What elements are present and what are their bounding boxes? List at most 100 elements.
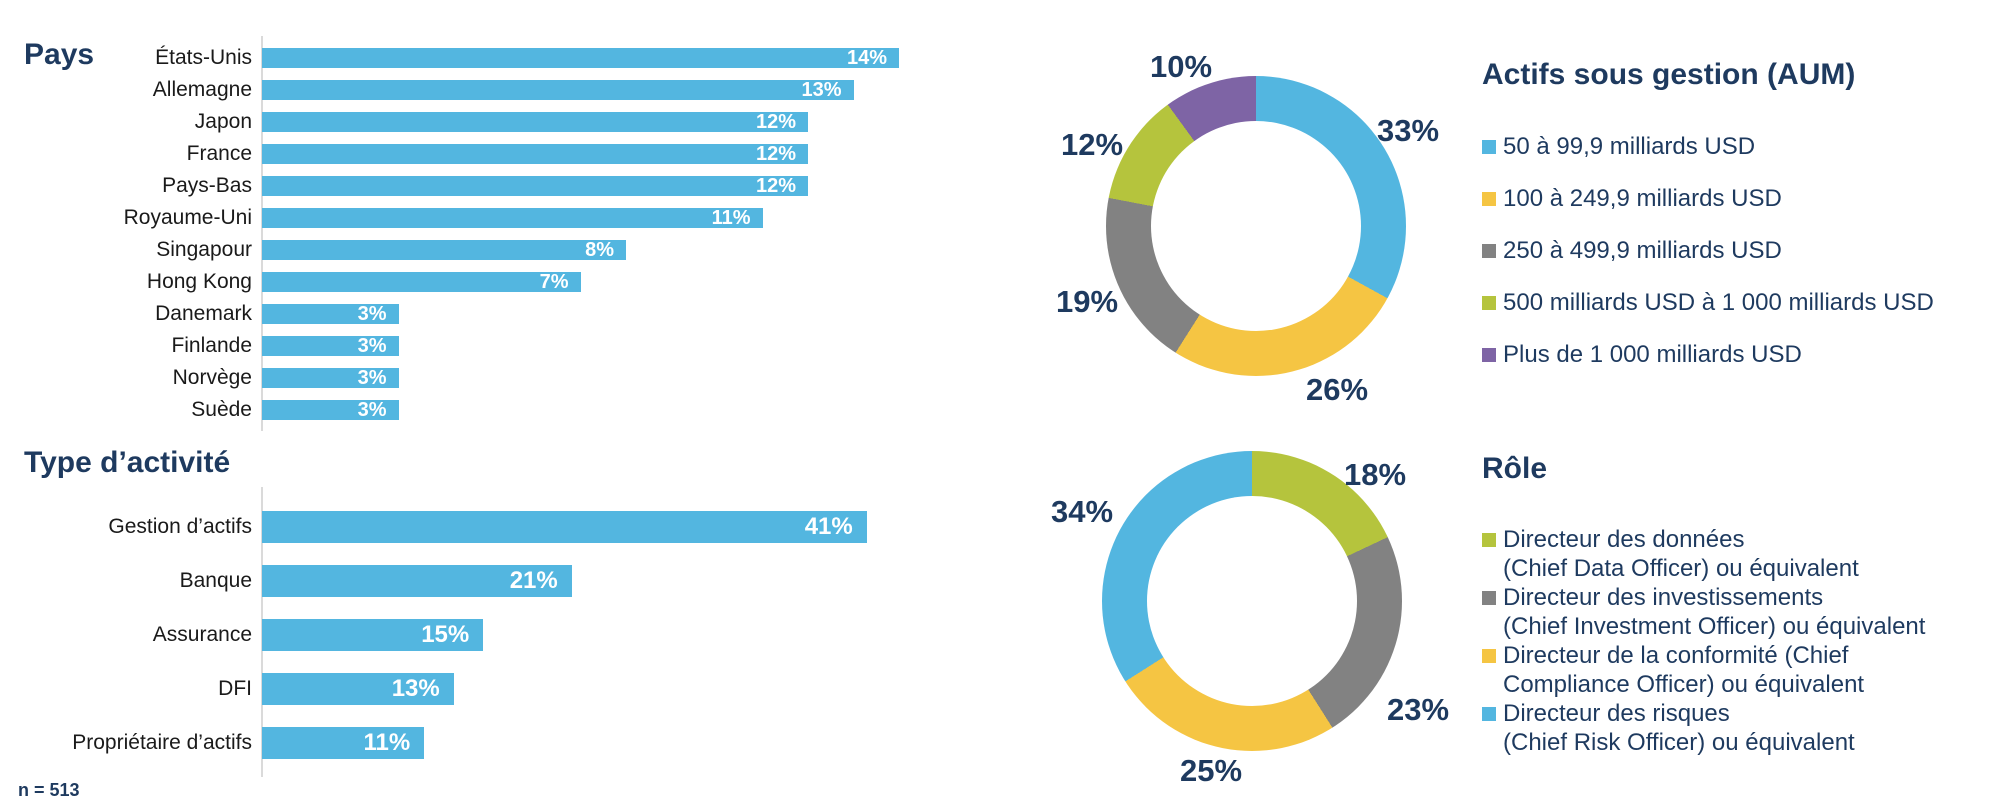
legend-item: 100 à 249,9 milliards USD <box>1482 186 1997 211</box>
bar-value-label: 11% <box>363 729 411 756</box>
donut-data-label: 18% <box>1343 457 1407 492</box>
bar-category-label: Allemagne <box>152 78 252 101</box>
bar: 7% <box>262 271 581 293</box>
bar-category-label: Hong Kong <box>146 270 252 293</box>
bar-category-label: Royaume-Uni <box>123 206 252 229</box>
sample-size-note: n = 513 <box>18 780 80 800</box>
bar-category-label: Banque <box>179 569 252 592</box>
legend-label: 50 à 99,9 milliards USD <box>1503 133 1756 160</box>
blue-swatch-icon <box>1482 139 1496 154</box>
bar-value-label: 3% <box>357 334 387 357</box>
bar-track: 21% <box>262 565 980 597</box>
role-legend-title: Rôle <box>1482 452 1548 485</box>
bar: 13% <box>262 79 854 101</box>
bar-value-label: 3% <box>357 398 387 421</box>
bar-row: Hong Kong 7% <box>0 266 980 298</box>
bar-row: Propriétaire d’actifs 11% <box>0 716 980 770</box>
bar-row: Pays-Bas 12% <box>0 170 980 202</box>
legend-label: Directeur de la conformité (Chief <box>1503 642 1849 669</box>
aum-legend-title: Actifs sous gestion (AUM) <box>1482 58 1856 91</box>
bar-category-label: Propriétaire d’actifs <box>72 731 252 754</box>
bar-track: 12% <box>262 143 980 165</box>
legend-label-line2: Compliance Officer) ou équivalent <box>1503 671 1865 698</box>
bar-track: 12% <box>262 110 980 133</box>
bar-category-label: Finlande <box>171 334 252 357</box>
bar-value-label: 3% <box>357 302 387 325</box>
bar: 3% <box>262 302 399 325</box>
aum-legend: Actifs sous gestion (AUM) 50 à 99,9 mill… <box>1482 56 1997 394</box>
activity-chart-title: Type d’activité <box>24 446 231 479</box>
donut-data-label: 23% <box>1386 692 1450 727</box>
green-swatch-icon <box>1482 532 1496 547</box>
bar-value-label: 15% <box>421 621 470 648</box>
bar-track: 15% <box>262 619 980 651</box>
bar-row: Singapour 8% <box>0 234 980 266</box>
yellow-swatch-icon <box>1482 191 1496 206</box>
bar-row: Finlande 3% <box>0 330 980 362</box>
donut-data-label: 19% <box>1055 284 1119 319</box>
bar: 12% <box>262 143 808 165</box>
gray-swatch-icon <box>1482 243 1496 258</box>
bar-row: Assurance 15% <box>0 608 980 662</box>
legend-item: 250 à 499,9 milliards USD <box>1482 238 1997 263</box>
bar-value-label: 11% <box>711 206 751 229</box>
bar-value-label: 12% <box>755 110 796 133</box>
bar-row: Gestion d’actifs 41% <box>0 500 980 554</box>
pays-chart-title: Pays <box>24 38 95 71</box>
bar: 8% <box>262 239 626 261</box>
bar-row: Suède 3% <box>0 394 980 426</box>
bar-row: Danemark 3% <box>0 298 980 330</box>
donut-data-label: 34% <box>1050 494 1114 529</box>
bar: 12% <box>262 110 808 133</box>
bar-row: Allemagne 13% <box>0 74 980 106</box>
donut-data-label: 10% <box>1149 49 1213 84</box>
donut-data-label: 25% <box>1179 753 1243 788</box>
legend-item: Directeur des risques (Chief Risk Office… <box>1482 699 2000 757</box>
bar: 11% <box>262 727 425 759</box>
bar-category-label: DFI <box>218 677 252 700</box>
legend-item: Plus de 1 000 milliards USD <box>1482 342 1997 367</box>
legend-label: 250 à 499,9 milliards USD <box>1503 237 1782 264</box>
bar-track: 3% <box>262 398 980 421</box>
blue-swatch-icon <box>1482 706 1496 721</box>
bar-value-label: 12% <box>755 174 796 197</box>
legend-label: Directeur des risques <box>1503 700 1730 727</box>
bar-category-label: Singapour <box>156 238 252 261</box>
bar-category-label: France <box>186 142 252 165</box>
legend-item: Directeur des investissements (Chief Inv… <box>1482 583 2000 641</box>
bar: 3% <box>262 366 399 389</box>
bar-category-label: Norvège <box>172 366 252 389</box>
bar-category-label: Suède <box>191 398 252 421</box>
bar-track: 11% <box>262 727 980 759</box>
legend-item: 50 à 99,9 milliards USD <box>1482 134 1997 159</box>
bar-row: Norvège 3% <box>0 362 980 394</box>
bar: 14% <box>262 46 899 69</box>
bar-value-label: 14% <box>846 46 887 69</box>
bar-value-label: 21% <box>509 567 558 594</box>
bar-row: Japon 12% <box>0 106 980 138</box>
donut-data-label: 26% <box>1305 372 1369 407</box>
bar-value-label: 41% <box>804 513 853 540</box>
bar-category-label: Gestion d’actifs <box>108 515 252 538</box>
bar-category-label: Danemark <box>155 302 252 325</box>
role-legend: Rôle Directeur des données (Chief Data O… <box>1482 450 2000 757</box>
bar-track: 3% <box>262 366 980 389</box>
bar: 13% <box>262 673 454 705</box>
bar-row: États-Unis 14% <box>0 42 980 74</box>
bar-track: 3% <box>262 302 980 325</box>
bar-row: Banque 21% <box>0 554 980 608</box>
purple-swatch-icon <box>1482 347 1496 362</box>
legend-label-line2: (Chief Investment Officer) ou équivalent <box>1503 613 1926 640</box>
yellow-swatch-icon <box>1482 648 1496 663</box>
legend-label-line2: (Chief Data Officer) ou équivalent <box>1503 555 1859 582</box>
bar-track: 11% <box>262 206 980 229</box>
bar-value-label: 3% <box>357 366 387 389</box>
bar-row: Royaume-Uni 11% <box>0 202 980 234</box>
bar-track: 13% <box>262 673 980 705</box>
bar: 11% <box>262 206 763 229</box>
legend-item: Directeur de la conformité (Chief Compli… <box>1482 641 2000 699</box>
bar-track: 13% <box>262 79 980 101</box>
bar: 15% <box>262 619 484 651</box>
bar-track: 7% <box>262 271 980 293</box>
